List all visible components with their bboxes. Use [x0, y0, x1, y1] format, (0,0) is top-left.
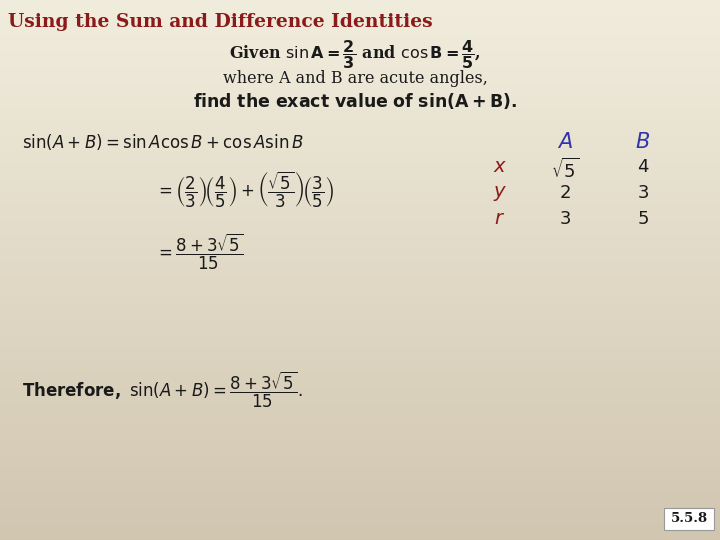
Text: $B$: $B$ [636, 132, 651, 152]
Text: $2$: $2$ [559, 184, 571, 202]
Bar [664, 508, 714, 530]
Text: $\sqrt{5}$: $\sqrt{5}$ [551, 158, 579, 182]
Text: $A$: $A$ [557, 132, 573, 152]
Text: $y$: $y$ [493, 184, 507, 203]
Text: $\mathbf{find\ the\ exact\ value\ of\ sin(A + B).}$: $\mathbf{find\ the\ exact\ value\ of\ si… [193, 91, 517, 111]
Text: $3$: $3$ [559, 210, 571, 228]
Text: Given $\mathbf{\sin A = \dfrac{2}{3}}$ and $\mathbf{\cos B = \dfrac{4}{5}}$,: Given $\mathbf{\sin A = \dfrac{2}{3}}$ a… [229, 38, 481, 71]
Text: 5.5.8: 5.5.8 [670, 512, 708, 525]
Text: $3$: $3$ [637, 184, 649, 202]
Text: $5$: $5$ [637, 210, 649, 228]
Text: $4$: $4$ [636, 158, 649, 176]
Text: $= \left(\dfrac{2}{3}\right)\!\left(\dfrac{4}{5}\right) + \left(\dfrac{\sqrt{5}}: $= \left(\dfrac{2}{3}\right)\!\left(\dfr… [155, 170, 334, 210]
Text: where A and B are acute angles,: where A and B are acute angles, [222, 70, 487, 87]
Text: $= \dfrac{8 + 3\sqrt{5}}{15}$: $= \dfrac{8 + 3\sqrt{5}}{15}$ [155, 232, 243, 272]
Text: $x$: $x$ [493, 158, 507, 176]
Text: $\sin(A + B) = \sin A\cos B + \cos A\sin B$: $\sin(A + B) = \sin A\cos B + \cos A\sin… [22, 132, 304, 152]
Text: $\mathbf{Therefore,}\ \sin(A + B) = \dfrac{8 + 3\sqrt{5}}{15}.$: $\mathbf{Therefore,}\ \sin(A + B) = \dfr… [22, 370, 303, 410]
Text: Using the Sum and Difference Identities: Using the Sum and Difference Identities [8, 13, 433, 31]
Text: $r$: $r$ [495, 210, 505, 228]
